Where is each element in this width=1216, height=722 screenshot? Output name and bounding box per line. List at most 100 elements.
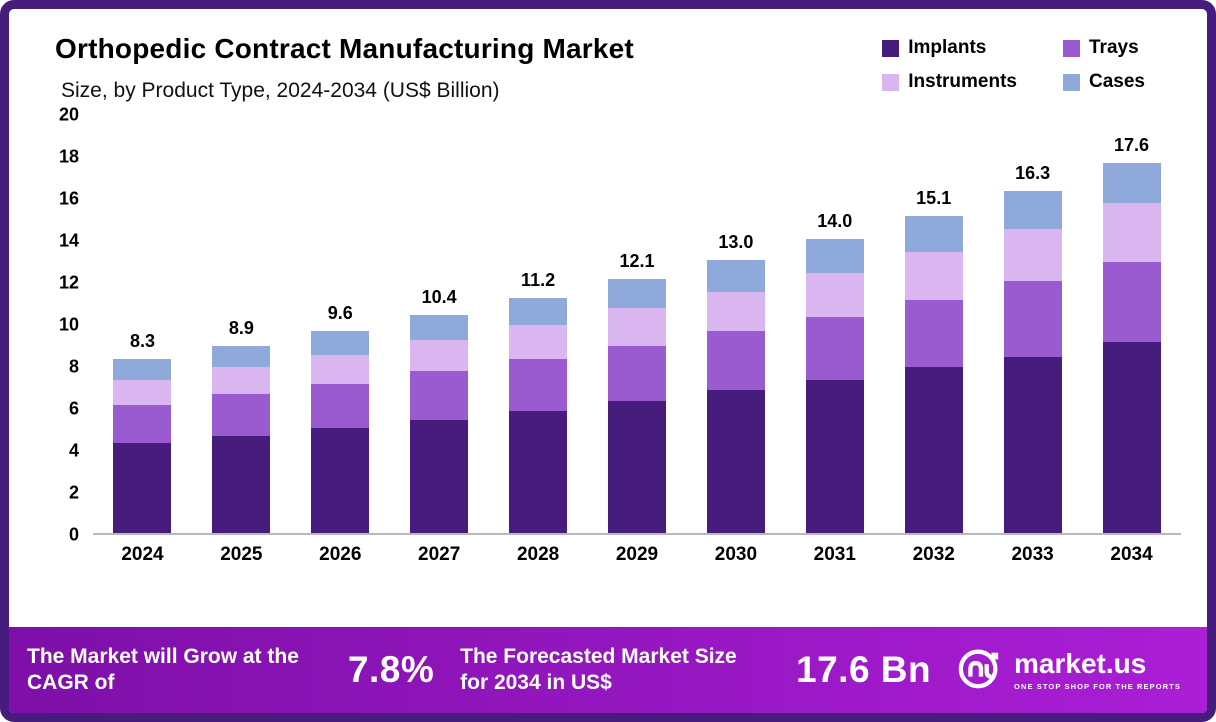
bar-total-label: 12.1 — [619, 250, 655, 271]
bar-segment-cases — [607, 278, 666, 309]
chart-panel: Orthopedic Contract Manufacturing Market… — [9, 9, 1207, 627]
legend-item-instruments: Instruments — [882, 71, 1017, 93]
bar-segment-trays — [805, 316, 864, 380]
bar-segment-trays — [706, 331, 765, 391]
x-axis-labels: 2024 2025 2026 2027 2028 2029 2030 2031 2032 2033… — [93, 544, 1181, 566]
bar-stack — [410, 314, 469, 533]
bar-2027: 10.4 — [410, 286, 469, 533]
chart-legend: Implants Trays Instruments Cases — [882, 37, 1145, 93]
bar-2026: 9.6 — [311, 303, 370, 533]
bar-total-label: 11.2 — [521, 269, 556, 290]
legend-label: Implants — [908, 37, 987, 58]
chart-subtitle: Size, by Product Type, 2024-2034 (US$ Bi… — [61, 79, 500, 102]
bar-stack — [509, 297, 568, 533]
bar-segment-implants — [706, 390, 765, 533]
x-axis-label-2024: 2024 — [121, 544, 164, 565]
chart-title: Orthopedic Contract Manufacturing Market — [55, 33, 634, 64]
y-tick-label: 10 — [58, 314, 79, 335]
bar-segment-cases — [311, 331, 370, 355]
bar-segment-implants — [113, 442, 172, 533]
y-tick-label: 14 — [58, 230, 79, 251]
bar-segment-instruments — [1003, 228, 1062, 282]
bar-stack — [212, 346, 271, 533]
bar-total-label: 16.3 — [1015, 162, 1051, 183]
bar-2031: 14.0 — [805, 211, 864, 533]
bar-stack — [1003, 190, 1062, 533]
x-axis-label-2029: 2029 — [615, 544, 659, 565]
bar-2024: 8.3 — [113, 330, 172, 533]
bar-segment-cases — [113, 358, 172, 380]
market-us-logo-icon — [957, 645, 1003, 696]
legend-label: Cases — [1089, 71, 1145, 92]
bar-2033: 16.3 — [1003, 162, 1062, 533]
bar-total-label: 9.6 — [327, 303, 353, 324]
bar-segment-implants — [410, 419, 469, 533]
plot-area: 8.3 8.9 9.6 10.4 11.2 12.1 13.0 14.0 15.1 16.3 17.… — [93, 115, 1181, 535]
brand-block: market.us ONE STOP SHOP FOR THE REPORTS — [957, 645, 1181, 696]
y-tick-label: 16 — [58, 188, 79, 209]
x-axis-label-2031: 2031 — [813, 544, 856, 565]
bar-segment-cases — [1003, 190, 1062, 229]
footer-strip: The Market will Grow at the CAGR of 7.8%… — [9, 627, 1207, 713]
x-axis-label-2033: 2033 — [1011, 544, 1054, 565]
y-axis: 0 2 4 6 8 10 12 14 16 18 20 — [35, 105, 85, 545]
bar-2034: 17.6 — [1102, 135, 1161, 533]
bar-total-label: 15.1 — [916, 187, 952, 208]
x-axis-label-2030: 2030 — [714, 544, 758, 565]
bar-segment-cases — [805, 239, 864, 273]
bar-segment-instruments — [607, 308, 666, 347]
bar-total-label: 10.4 — [421, 286, 457, 307]
x-axis-label-2027: 2027 — [418, 544, 461, 565]
bar-segment-implants — [509, 411, 568, 533]
bar-segment-cases — [212, 346, 271, 368]
x-axis-label-2028: 2028 — [516, 544, 560, 565]
y-tick-label: 8 — [68, 356, 79, 377]
cagr-label: The Market will Grow at the CAGR of — [27, 644, 299, 694]
bar-stack — [1102, 163, 1161, 533]
bar-stack — [113, 358, 172, 533]
chart-area: 0 2 4 6 8 10 12 14 16 18 20 8.3 8.9 9.6 10.4 11.2 12.1 1… — [35, 105, 1181, 566]
bar-segment-trays — [410, 371, 469, 420]
y-tick-label: 20 — [58, 104, 79, 125]
y-tick-label: 18 — [58, 146, 79, 167]
bar-segment-cases — [509, 297, 568, 326]
legend-swatch-icon — [882, 39, 900, 57]
bar-segment-cases — [1102, 163, 1161, 204]
x-axis-label-2034: 2034 — [1110, 544, 1153, 565]
brand-name: market.us — [1014, 647, 1147, 679]
bar-segment-trays — [1102, 262, 1161, 342]
bar-segment-trays — [607, 346, 666, 401]
x-axis-label-2026: 2026 — [319, 544, 362, 565]
brand-text: market.us ONE STOP SHOP FOR THE REPORTS — [1014, 647, 1181, 691]
y-tick-label: 12 — [58, 272, 79, 293]
forecast-value: 17.6 Bn — [796, 649, 932, 690]
bar-segment-instruments — [212, 367, 271, 395]
bar-2030: 13.0 — [706, 232, 765, 533]
bar-total-label: 17.6 — [1113, 135, 1150, 156]
bar-segment-implants — [212, 436, 271, 533]
bar-2025: 8.9 — [212, 318, 271, 533]
bar-2028: 11.2 — [509, 269, 568, 533]
bar-segment-implants — [904, 367, 963, 533]
bar-segment-trays — [113, 404, 172, 443]
bar-segment-implants — [1102, 341, 1161, 533]
x-axis-label-2032: 2032 — [912, 544, 955, 565]
bar-segment-implants — [311, 428, 370, 533]
y-tick-label: 2 — [68, 482, 79, 503]
bar-segment-cases — [904, 215, 963, 252]
forecast-label: The Forecasted Market Size for 2034 in U… — [460, 644, 737, 694]
header-row: Orthopedic Contract Manufacturing Market… — [35, 23, 1181, 109]
bar-segment-trays — [904, 299, 963, 368]
bar-segment-instruments — [904, 251, 963, 300]
bar-segment-implants — [607, 400, 666, 533]
bar-segment-instruments — [805, 272, 864, 317]
y-tick-label: 4 — [68, 440, 79, 461]
bar-segment-implants — [805, 379, 864, 533]
bar-total-label: 8.3 — [129, 330, 155, 351]
legend-item-trays: Trays — [1063, 37, 1145, 59]
bar-segment-instruments — [706, 291, 765, 332]
bar-stack — [904, 215, 963, 533]
bar-segment-instruments — [113, 379, 172, 405]
bar-2029: 12.1 — [607, 250, 666, 533]
